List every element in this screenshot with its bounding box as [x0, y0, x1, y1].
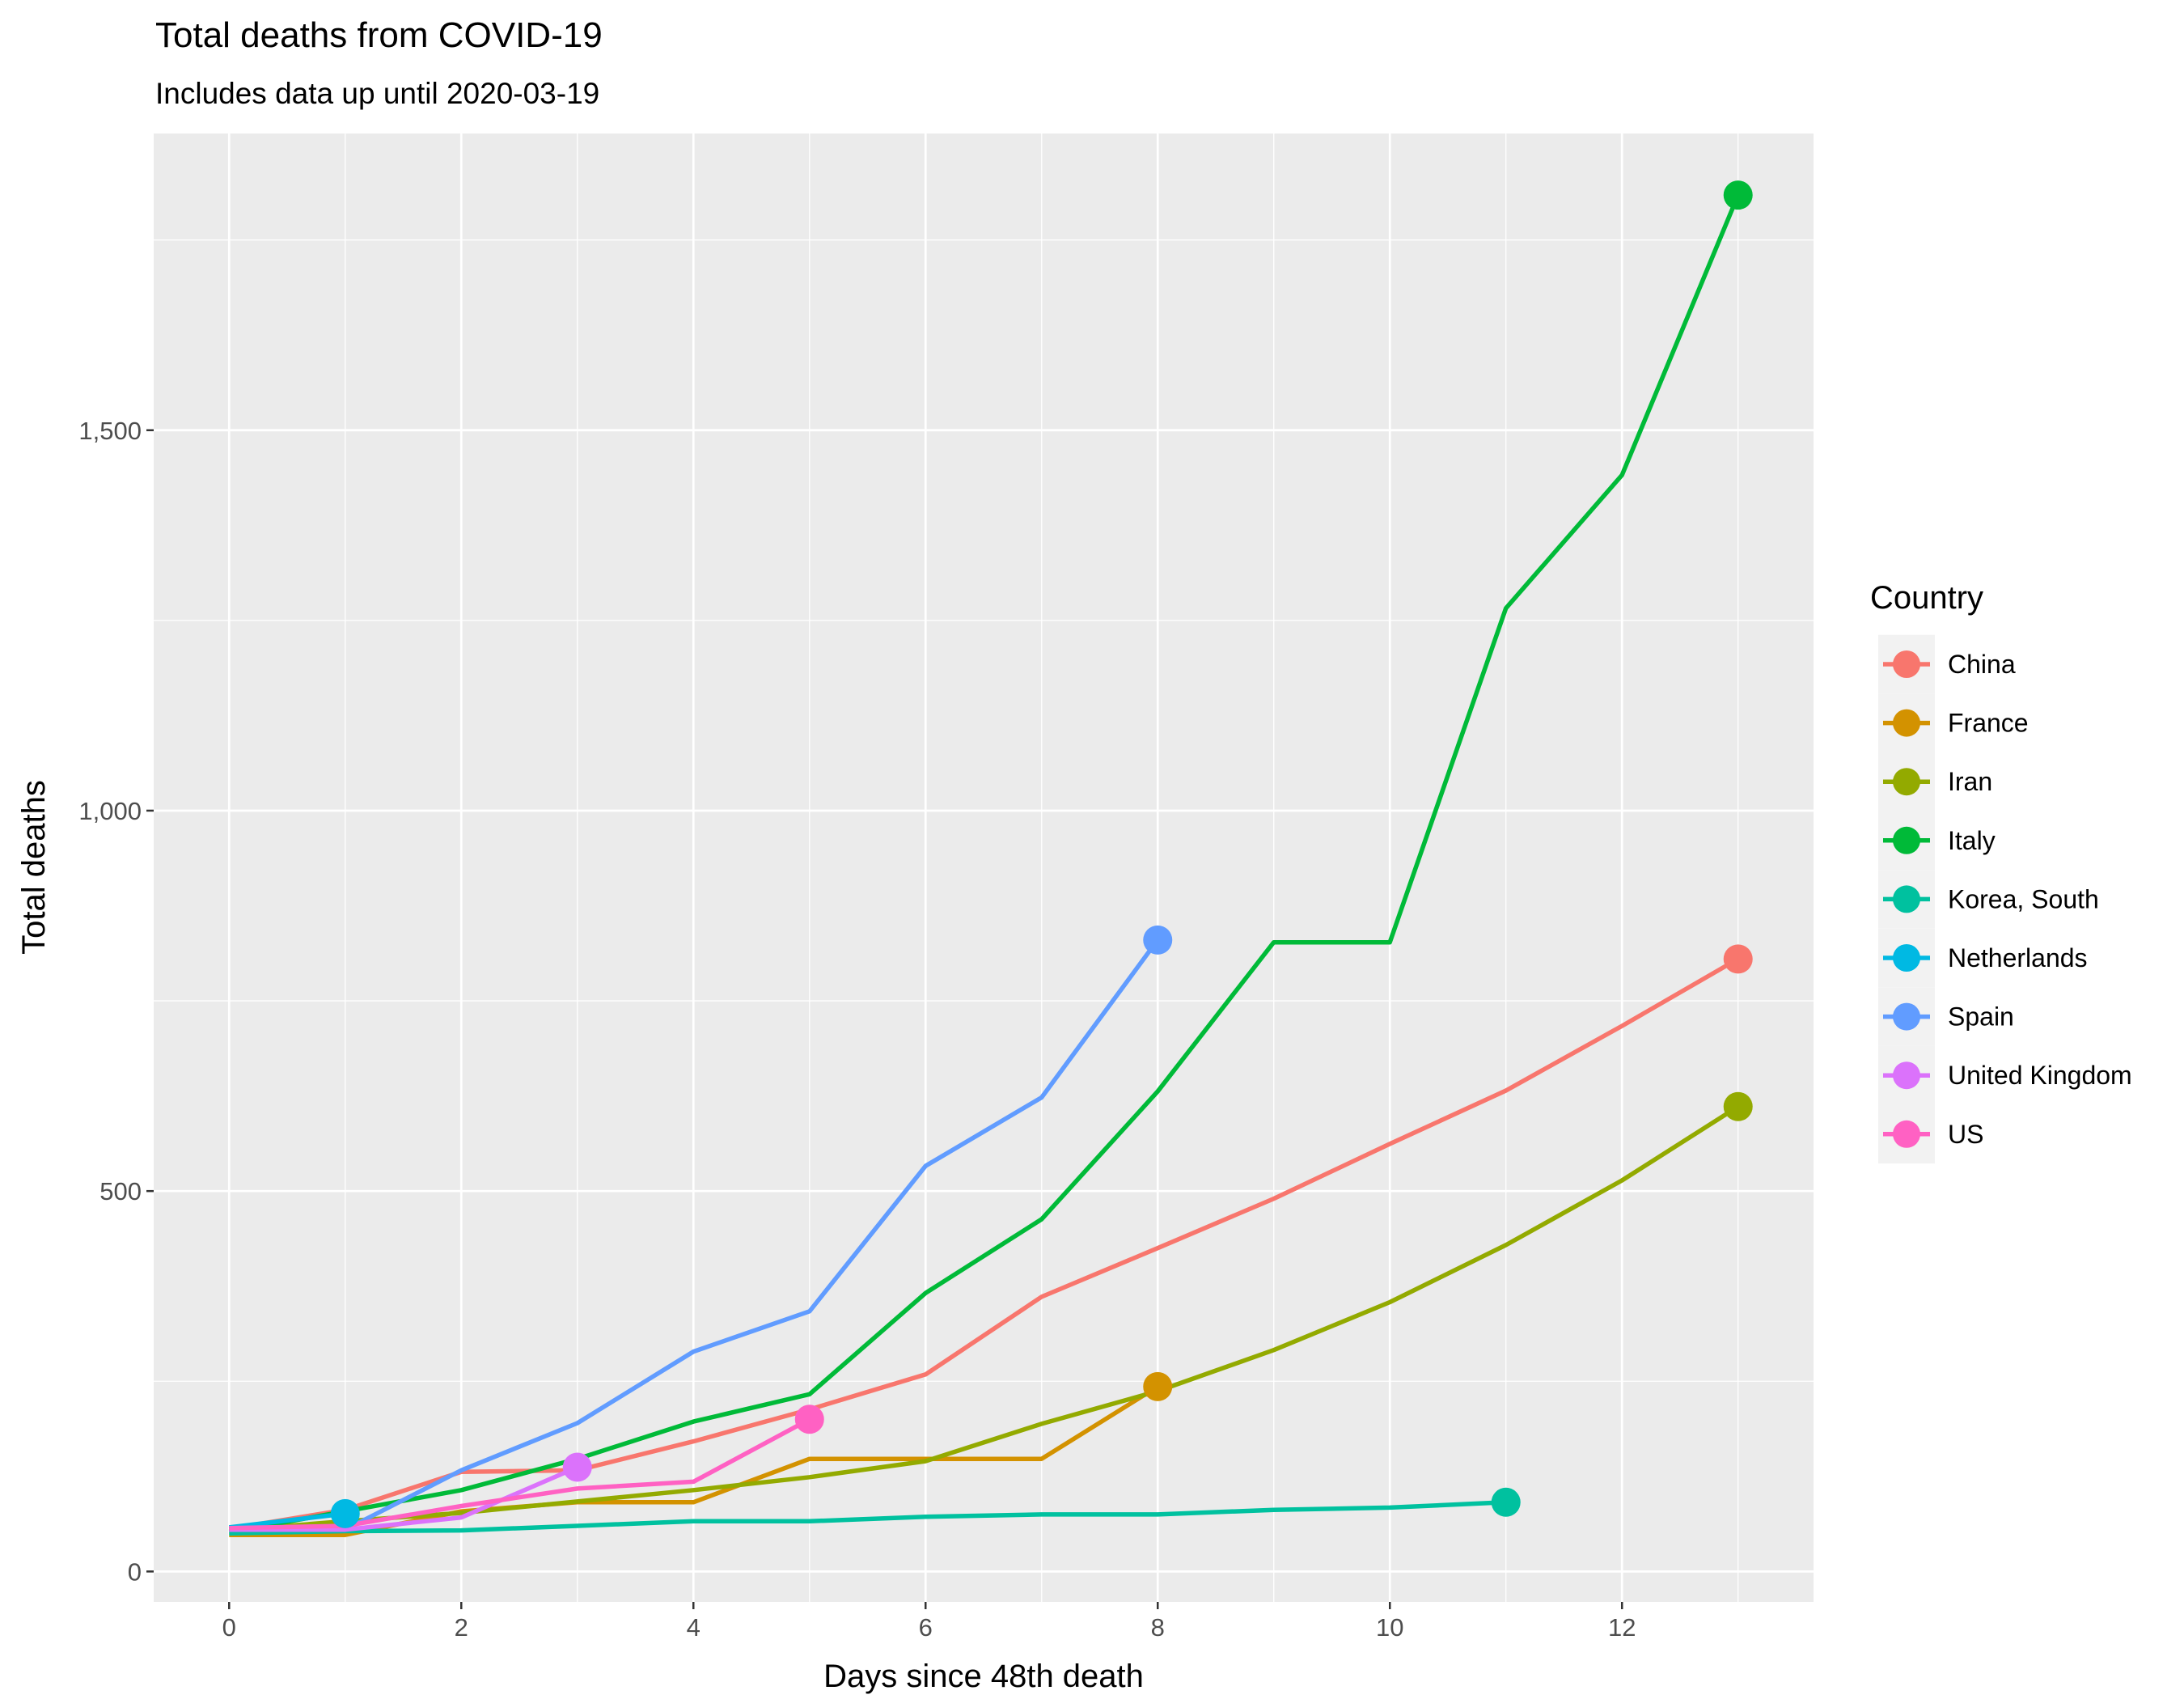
legend-label-netherlands: Netherlands: [1948, 943, 2088, 972]
legend-key-dot-united-kingdom: [1893, 1061, 1920, 1090]
legend-key-dot-italy: [1893, 826, 1920, 854]
x-axis: 0 2 4 6 8 10 12: [222, 1602, 1636, 1642]
series-line-korea-south: [229, 1500, 1506, 1536]
legend-label-china: China: [1948, 650, 2016, 679]
series-endpoint-italy: [1723, 180, 1753, 210]
x-tick-label: 8: [1151, 1613, 1165, 1642]
legend-key-dot-spain: [1893, 1002, 1920, 1031]
series-endpoints: [330, 180, 1753, 1528]
series-endpoint-france: [1143, 1371, 1173, 1401]
series-line-netherlands: [228, 1511, 346, 1530]
y-axis-title: Total deaths: [16, 780, 52, 955]
series-line-us: [229, 1417, 811, 1531]
x-tick-label: 2: [455, 1613, 468, 1642]
x-axis-title: Days since 48th death: [823, 1659, 1144, 1694]
legend-label-france: France: [1948, 709, 2029, 738]
legend-label-us: US: [1948, 1120, 1983, 1149]
y-tick-label: 0: [128, 1557, 142, 1586]
series-endpoint-korea-south: [1491, 1487, 1521, 1517]
series-endpoint-china: [1723, 944, 1753, 974]
x-tick-label: 12: [1608, 1613, 1636, 1642]
x-tick-label: 10: [1376, 1613, 1403, 1642]
chart-title: Total deaths from COVID-19: [155, 15, 603, 55]
series-endpoint-netherlands: [330, 1498, 360, 1528]
y-tick-label: 1,000: [78, 797, 142, 825]
legend-label-italy: Italy: [1948, 826, 1996, 855]
legend-key-dot-iran: [1893, 768, 1920, 796]
series-line-spain: [229, 938, 1160, 1532]
x-tick-label: 0: [222, 1613, 236, 1642]
legend-key-dot-china: [1893, 650, 1920, 678]
chart-subtitle: Includes data up until 2020-03-19: [155, 77, 599, 110]
series-line-china: [228, 956, 1740, 1532]
legend-label-united-kingdom: United Kingdom: [1948, 1061, 2132, 1090]
series-endpoint-iran: [1723, 1091, 1753, 1121]
legend-key-dot-france: [1893, 709, 1920, 737]
legend-label-korea-south: Korea, South: [1948, 884, 2099, 913]
legend-label-spain: Spain: [1948, 1002, 2014, 1032]
series-line-italy: [228, 194, 1741, 1535]
legend-title: Country: [1870, 580, 1983, 616]
series-endpoint-united-kingdom: [562, 1452, 592, 1482]
y-tick-label: 1,500: [78, 417, 142, 445]
series-endpoint-spain: [1143, 925, 1173, 955]
major-gridlines: [154, 133, 1814, 1602]
x-tick-label: 4: [687, 1613, 700, 1642]
x-tick-label: 6: [919, 1613, 933, 1642]
legend-label-iran: Iran: [1948, 767, 1992, 796]
y-axis: 0 500 1,000 1,500: [78, 417, 154, 1586]
plot-panel: [154, 133, 1814, 1602]
legend-key-dot-korea-south: [1893, 885, 1920, 913]
series-line-united-kingdom: [229, 1464, 578, 1532]
series-endpoint-us: [794, 1405, 824, 1434]
y-tick-label: 500: [99, 1177, 142, 1205]
legend-key-dot-netherlands: [1893, 944, 1920, 972]
minor-gridlines: [154, 133, 1814, 1602]
legend: Country China France Iran Italy Korea, South…: [1870, 580, 2132, 1164]
legend-key-dot-us: [1893, 1120, 1920, 1148]
series-lines: [228, 194, 1741, 1537]
